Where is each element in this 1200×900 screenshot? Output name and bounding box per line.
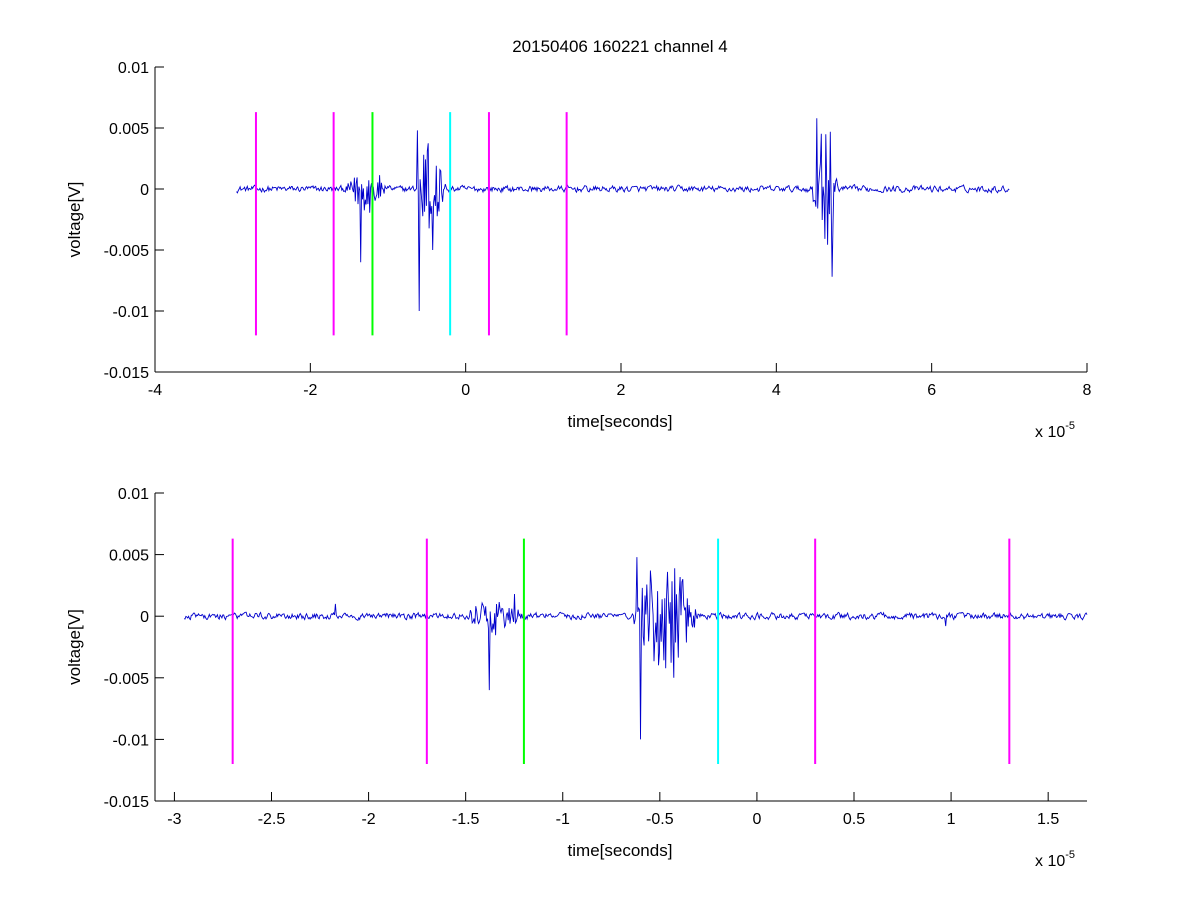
x-tick-label: 8 [1083, 382, 1092, 399]
y-tick-label: -0.01 [113, 304, 150, 321]
x-tick-label: -1.5 [452, 811, 480, 828]
y-axis-label: voltage[V] [65, 609, 84, 685]
y-tick-label: 0.005 [109, 121, 149, 138]
x-exponent-label: x 10-5 [1035, 849, 1075, 870]
x-tick-label: 1 [947, 811, 956, 828]
y-tick-label: -0.01 [113, 732, 150, 749]
x-tick-label: -2 [303, 382, 317, 399]
y-tick-label: -0.005 [104, 243, 149, 260]
signal-line [183, 557, 1088, 740]
x-tick-label: 2 [617, 382, 626, 399]
y-tick-label: 0 [140, 609, 149, 626]
y-tick-label: 0.005 [109, 548, 149, 565]
x-tick-label: -4 [148, 382, 162, 399]
x-tick-label: 1.5 [1037, 811, 1059, 828]
top-plot: -4 -2 0 2 4 6 8 -0.015 -0.01 -0.005 0 0.005 0.01 time… [65, 60, 1092, 441]
x-tick-label: -1 [556, 811, 570, 828]
x-tick-label: 0 [752, 811, 761, 828]
y-axis-label: voltage[V] [65, 182, 84, 258]
x-tick-label: -3 [167, 811, 181, 828]
x-tick-label: -2.5 [258, 811, 286, 828]
chart-title: 20150406 160221 channel 4 [512, 37, 728, 56]
x-tick-label: -2 [361, 811, 375, 828]
y-tick-label: 0 [140, 182, 149, 199]
x-tick-label: -0.5 [646, 811, 674, 828]
bottom-plot: -3 -2.5 -2 -1.5 -1 -0.5 0 0.5 1 1.5 -0.015 -0.01 -0.… [65, 486, 1088, 870]
x-tick-label: 4 [772, 382, 781, 399]
x-tick-label: 6 [927, 382, 936, 399]
x-axis-label: time[seconds] [568, 412, 673, 431]
y-tick-label: 0.01 [118, 486, 149, 503]
signal-line [236, 118, 1010, 312]
y-tick-label: -0.015 [104, 794, 149, 811]
y-tick-label: 0.01 [118, 60, 149, 77]
y-tick-label: -0.005 [104, 671, 149, 688]
x-exponent-label: x 10-5 [1035, 420, 1075, 441]
y-tick-label: -0.015 [104, 365, 149, 382]
x-axis-label: time[seconds] [568, 841, 673, 860]
x-tick-label: 0.5 [843, 811, 865, 828]
x-tick-label: 0 [461, 382, 470, 399]
